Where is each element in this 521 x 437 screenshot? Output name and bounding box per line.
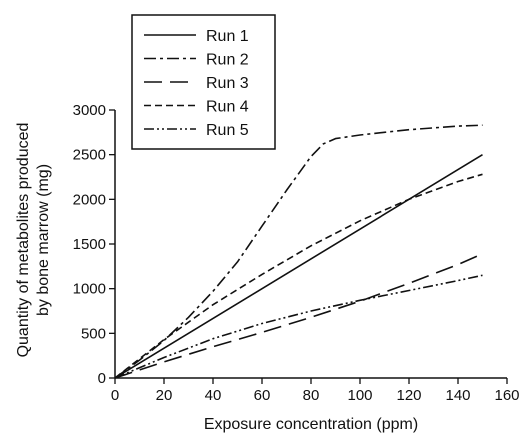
x-axis-title: Exposure concentration (ppm) [204,416,418,433]
x-tick-label: 80 [303,387,320,404]
y-tick-label: 1500 [73,236,106,253]
x-tick-label: 0 [111,387,119,404]
y-tick-label: 1000 [73,281,106,298]
x-tick-label: 40 [205,387,222,404]
x-tick-label: 140 [445,387,470,404]
x-tick-label: 60 [254,387,271,404]
series-line-run-5 [114,274,483,379]
legend-label-run-4: Run 4 [206,99,249,116]
x-tick-label: 100 [347,387,372,404]
axes [114,110,507,379]
series-line-run-3 [114,253,483,379]
y-axis-title-line-2: by bone marrow (mg) [35,164,52,316]
series-line-run-4 [114,173,483,379]
y-axis-title: Quantity of metabolites produced by bone… [15,123,52,358]
y-ticks: 0 500 1000 1500 2000 2500 3000 [73,102,115,387]
y-tick-label: 2000 [73,191,106,208]
y-axis-title-line-1: Quantity of metabolites produced [15,123,32,358]
x-tick-label: 20 [156,387,173,404]
y-tick-label: 2500 [73,147,106,164]
legend-label-run-3: Run 3 [206,75,249,92]
x-ticks: 0 20 40 60 80 100 120 140 160 [111,378,520,404]
series-line-run-1 [114,154,483,379]
legend-label-run-5: Run 5 [206,122,249,139]
x-tick-label: 160 [494,387,519,404]
x-tick-label: 120 [396,387,421,404]
series-line-run-2 [114,124,483,379]
y-tick-label: 500 [81,325,106,342]
y-tick-label: 0 [98,370,106,387]
legend-label-run-2: Run 2 [206,52,249,69]
legend: Run 1 Run 2 Run 3 Run 4 Run 5 [131,14,276,150]
legend-label-run-1: Run 1 [206,28,249,45]
series-layer [114,124,483,379]
y-tick-label: 3000 [73,102,106,119]
legend-items: Run 1 Run 2 Run 3 Run 4 Run 5 [144,28,249,139]
